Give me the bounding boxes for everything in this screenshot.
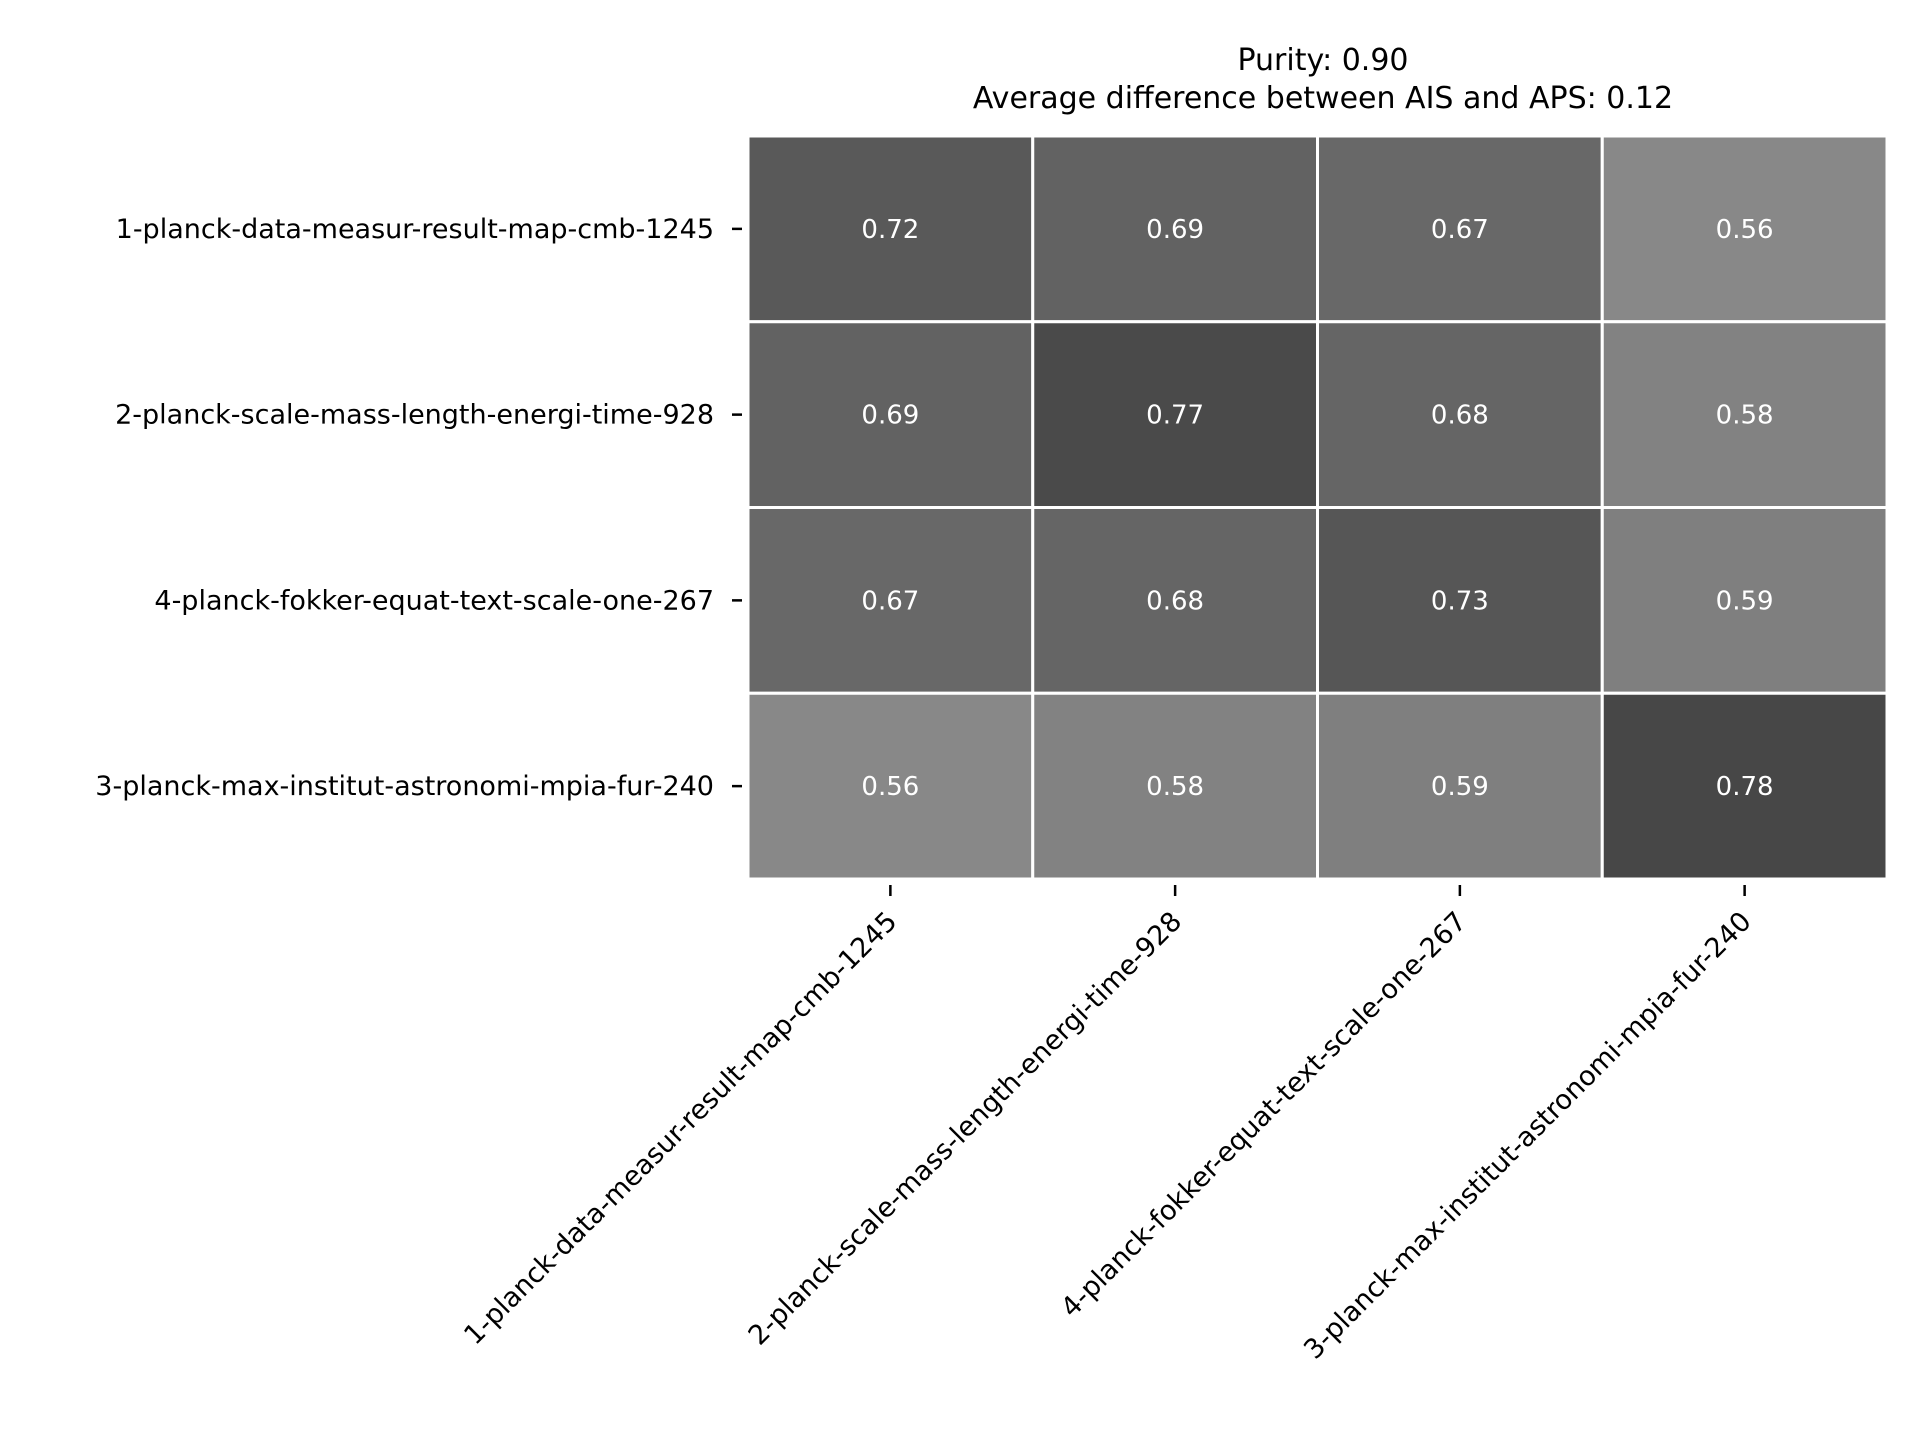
x-axis-ticks: 1-planck-data-measur-result-map-cmb-1245… — [458, 885, 1758, 1365]
chart-title: Purity: 0.90 — [1237, 43, 1408, 78]
heatmap-cell — [1600, 691, 1889, 881]
heatmap-cells: 0.72 0.69 0.67 0.56 0.69 0.77 0.68 0.58 0.67 0.68… — [746, 134, 1889, 881]
cell-value-label: 0.56 — [861, 772, 919, 802]
cell-value-label: 0.73 — [1431, 586, 1489, 616]
cell-value-label: 0.58 — [1716, 401, 1774, 431]
cell-value-label: 0.78 — [1716, 772, 1774, 802]
y-tick-label: 2-planck-scale-mass-length-energi-time-9… — [115, 400, 714, 431]
cell-value-label: 0.67 — [1431, 215, 1489, 245]
heatmap-cell — [746, 320, 1035, 509]
cell-value-label: 0.59 — [1716, 586, 1774, 616]
heatmap-cell — [746, 691, 1035, 881]
cell-value-label: 0.56 — [1716, 215, 1774, 245]
heatmap-cell — [1031, 506, 1319, 695]
cell-value-label: 0.72 — [861, 215, 919, 245]
x-tick-label: 1-planck-data-measur-result-map-cmb-1245 — [458, 906, 903, 1351]
y-tick-label: 3-planck-max-institut-astronomi-mpia-fur… — [95, 771, 714, 802]
cell-value-label: 0.69 — [861, 401, 919, 431]
y-tick-label: 1-planck-data-measur-result-map-cmb-1245 — [116, 214, 714, 245]
heatmap-cell — [746, 134, 1035, 324]
cell-value-label: 0.58 — [1146, 772, 1204, 802]
y-axis-ticks: 1-planck-data-measur-result-map-cmb-1245… — [95, 214, 742, 802]
chart-subtitle: Average difference between AIS and APS: … — [973, 81, 1673, 116]
cell-value-label: 0.67 — [861, 586, 919, 616]
heatmap-cell — [1031, 320, 1319, 509]
cell-value-label: 0.68 — [1431, 401, 1489, 431]
cell-value-label: 0.77 — [1146, 401, 1204, 431]
cell-value-label: 0.59 — [1431, 772, 1489, 802]
cell-value-label: 0.69 — [1146, 215, 1204, 245]
heatmap-cell — [1600, 320, 1889, 509]
x-tick-label: 3-planck-max-institut-astronomi-mpia-fur… — [1298, 906, 1757, 1365]
heatmap-cell — [1600, 134, 1889, 324]
heatmap-cell — [1316, 134, 1604, 324]
y-tick-label: 4-planck-fokker-equat-text-scale-one-267 — [154, 585, 714, 616]
heatmap-cell — [1600, 506, 1889, 695]
x-tick-label: 2-planck-scale-mass-length-energi-time-9… — [743, 906, 1188, 1351]
cell-value-label: 0.68 — [1146, 586, 1204, 616]
heatmap-cell — [1031, 134, 1319, 324]
heatmap-cell — [1031, 691, 1319, 881]
